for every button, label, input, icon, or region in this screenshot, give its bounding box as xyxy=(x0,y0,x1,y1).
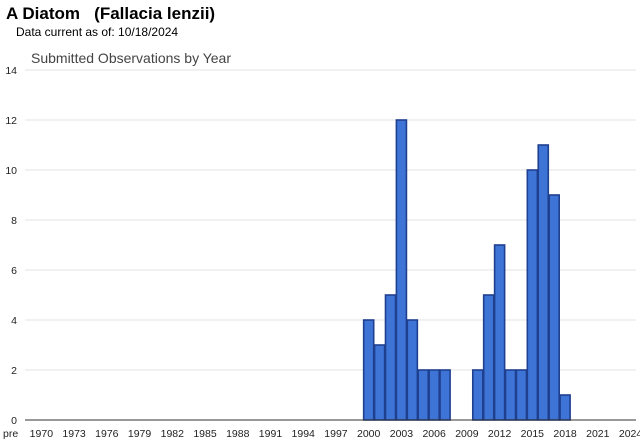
x-tick-label: 1985 xyxy=(193,428,217,440)
x-tick-label: 2018 xyxy=(553,428,577,440)
y-tick-label: 0 xyxy=(11,415,17,427)
x-tick-label: 1973 xyxy=(62,428,86,440)
x-tick-label: 1994 xyxy=(292,428,316,440)
bar-2014 xyxy=(515,369,528,421)
x-tick-label: 1970 xyxy=(30,428,54,440)
x-tick-label: 1988 xyxy=(226,428,250,440)
x-tick-label: 1982 xyxy=(161,428,185,440)
x-tick-label: 2015 xyxy=(521,428,545,440)
y-tick-label: 2 xyxy=(11,365,17,377)
bar-2004 xyxy=(406,319,419,421)
data-current-note: Data current as of: 10/18/2024 xyxy=(16,25,179,39)
x-tick-label: 2006 xyxy=(422,428,446,440)
bar-2010 xyxy=(471,369,484,421)
y-axis-ticks: 0 2 4 6 8 10 12 14 xyxy=(5,65,17,427)
bar-2011 xyxy=(482,294,495,421)
x-tick-label: 2021 xyxy=(586,428,610,440)
y-tick-label: 8 xyxy=(11,215,17,227)
page-title: A Diatom (Fallacia lenzii) xyxy=(6,4,216,23)
x-tick-label: 1976 xyxy=(95,428,119,440)
bar-2012 xyxy=(493,244,506,421)
x-tick-label: 1991 xyxy=(259,428,283,440)
bar-2002 xyxy=(384,294,397,421)
bar-2001 xyxy=(373,344,386,421)
bar-2013 xyxy=(504,369,517,421)
y-tick-label: 12 xyxy=(5,115,17,127)
x-tick-label: pre xyxy=(3,428,18,440)
y-tick-label: 4 xyxy=(11,315,17,327)
y-tick-label: 14 xyxy=(5,65,17,77)
x-axis-ticks: pre 1970 1973 1976 1979 1982 1985 1988 1991 1994 1… xyxy=(3,428,640,440)
bar-2006 xyxy=(428,369,440,421)
x-tick-label: 2009 xyxy=(455,428,479,440)
x-tick-label: 2012 xyxy=(488,428,512,440)
bar-2015 xyxy=(526,169,539,421)
x-tick-label: 2003 xyxy=(390,428,414,440)
bar-2017 xyxy=(548,194,560,421)
bar-2007 xyxy=(439,369,451,421)
chart-title: Submitted Observations by Year xyxy=(31,50,231,66)
y-tick-label: 6 xyxy=(11,265,17,277)
bar-2016 xyxy=(537,144,550,421)
bar-2003 xyxy=(395,119,408,421)
bar-2005 xyxy=(417,369,430,421)
x-tick-label: 1997 xyxy=(324,428,348,440)
bar-2000 xyxy=(362,319,375,421)
y-tick-label: 10 xyxy=(5,165,17,177)
bar-2018 xyxy=(559,394,571,421)
x-tick-label: 2000 xyxy=(357,428,381,440)
x-tick-label: 2024 xyxy=(619,428,640,440)
x-tick-label: 1979 xyxy=(128,428,152,440)
